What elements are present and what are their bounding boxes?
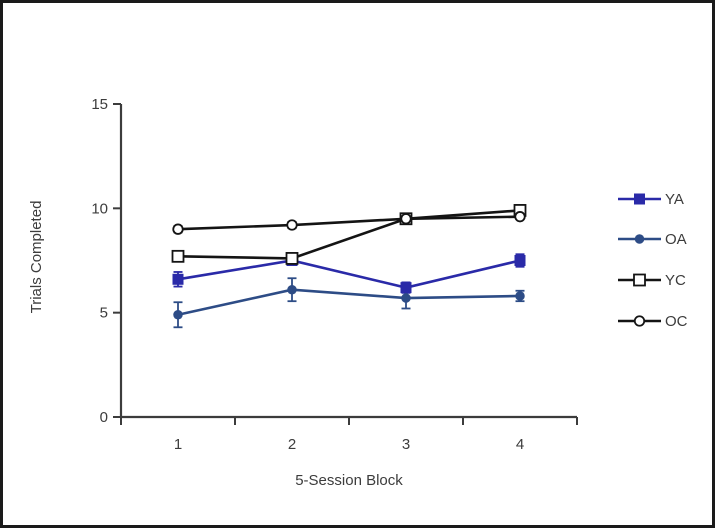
filled-circle-marker bbox=[634, 234, 645, 244]
x-tick-label: 2 bbox=[288, 436, 296, 453]
y-tick-label: 15 bbox=[91, 96, 108, 113]
open-circle-marker bbox=[172, 223, 184, 235]
filled-square-marker bbox=[514, 255, 526, 266]
series-markers-OC bbox=[172, 211, 526, 235]
legend-item-YC: YC bbox=[618, 272, 686, 289]
x-axis-title: 5-Session Block bbox=[295, 472, 403, 489]
open-circle-marker bbox=[286, 219, 298, 231]
x-tick-label: 4 bbox=[516, 436, 524, 453]
legend-label-YC: YC bbox=[665, 272, 686, 289]
open-circle-marker bbox=[514, 211, 526, 223]
filled-square-marker bbox=[400, 282, 412, 294]
series-YC bbox=[173, 204, 525, 264]
x-tick-label: 3 bbox=[402, 436, 410, 453]
legend-item-OC: OC bbox=[618, 313, 688, 330]
legend-item-OA: OA bbox=[618, 231, 687, 248]
open-square-marker bbox=[633, 273, 646, 287]
legend-label-YA: YA bbox=[665, 191, 684, 208]
trials-completed-line-chart: 0 5 10 15 1 2 3 4 5-Session Block Trials Complete… bbox=[28, 96, 688, 489]
filled-circle-marker bbox=[401, 293, 411, 303]
legend-item-YA: YA bbox=[618, 191, 684, 208]
legend-label-OA: OA bbox=[665, 231, 687, 248]
series-OC bbox=[173, 213, 525, 234]
y-tick-label: 10 bbox=[91, 200, 108, 217]
series-markers-OA bbox=[173, 284, 525, 320]
x-tick-label: 1 bbox=[174, 436, 182, 453]
open-circle-marker bbox=[633, 315, 646, 327]
y-axis-title: Trials Completed bbox=[28, 201, 45, 314]
filled-circle-marker bbox=[287, 284, 297, 295]
filled-square-marker bbox=[634, 193, 645, 205]
series-line-OA bbox=[177, 288, 521, 317]
y-tick-label: 0 bbox=[100, 409, 108, 426]
filled-circle-marker bbox=[173, 310, 183, 320]
series-line-OC bbox=[177, 215, 521, 231]
legend-label-OC: OC bbox=[665, 313, 688, 330]
filled-circle-marker bbox=[515, 291, 525, 301]
series-YA bbox=[173, 253, 525, 294]
series-line-YA bbox=[177, 259, 521, 289]
filled-square-marker bbox=[172, 273, 184, 285]
open-square-marker bbox=[171, 249, 185, 263]
open-circle-marker bbox=[400, 213, 412, 225]
series-OA bbox=[173, 277, 525, 329]
series-line-YC bbox=[177, 209, 521, 260]
open-square-marker bbox=[285, 252, 299, 265]
y-tick-label: 5 bbox=[100, 305, 108, 322]
